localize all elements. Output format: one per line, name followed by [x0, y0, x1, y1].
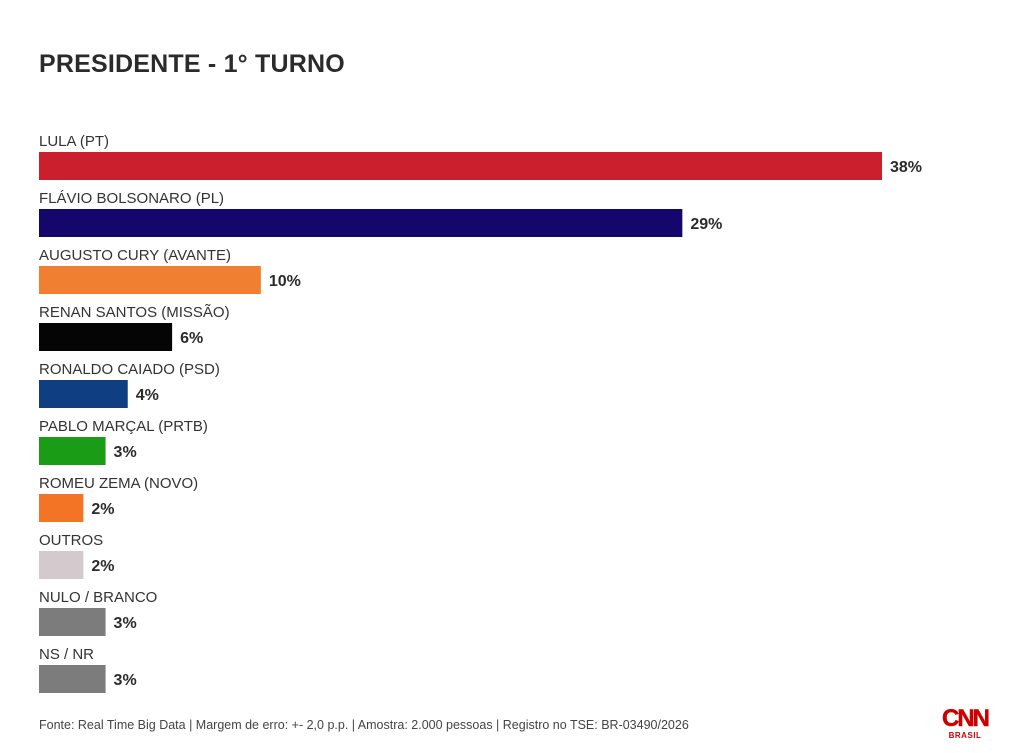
logo-mark: CNN	[942, 705, 991, 732]
bar-pablo-marcal-prtb	[39, 437, 106, 465]
category-label-pablo-marcal-prtb: PABLO MARÇAL (PRTB)	[39, 418, 208, 435]
bar-lula-pt	[39, 152, 882, 180]
bar-romeu-zema-novo	[39, 494, 84, 522]
bar-renan-santos-missao	[39, 323, 173, 351]
category-label-flavio-bolsonaro-pl: FLÁVIO BOLSONARO (PL)	[39, 190, 224, 207]
value-label-pablo-marcal-prtb: 3%	[114, 444, 137, 461]
category-label-nulo-branco: NULO / BRANCO	[39, 589, 157, 606]
value-label-renan-santos-missao: 6%	[180, 330, 203, 347]
logo-subtitle: BRASIL	[948, 731, 982, 740]
category-label-lula-pt: LULA (PT)	[39, 133, 109, 150]
value-label-flavio-bolsonaro-pl: 29%	[690, 216, 722, 233]
category-label-romeu-zema-novo: ROMEU ZEMA (NOVO)	[39, 475, 198, 492]
source-footer: Fonte: Real Time Big Data | Margem de er…	[39, 718, 689, 732]
chart-title: PRESIDENTE - 1° TURNO	[39, 50, 345, 78]
value-label-romeu-zema-novo: 2%	[91, 501, 114, 518]
bar-outros	[39, 551, 84, 579]
category-label-ns-nr: NS / NR	[39, 646, 94, 663]
value-label-augusto-cury-avante: 10%	[269, 273, 301, 290]
value-label-ns-nr: 3%	[114, 672, 137, 689]
bar-nulo-branco	[39, 608, 106, 636]
category-label-augusto-cury-avante: AUGUSTO CURY (AVANTE)	[39, 247, 231, 264]
value-label-ronaldo-caiado-psd: 4%	[136, 387, 159, 404]
bar-flavio-bolsonaro-pl	[39, 209, 683, 237]
bar-ns-nr	[39, 665, 106, 693]
bar-ronaldo-caiado-psd	[39, 380, 128, 408]
value-label-lula-pt: 38%	[890, 159, 922, 176]
cnn-brasil-logo: CNN BRASIL	[941, 705, 991, 743]
bar-augusto-cury-avante	[39, 266, 261, 294]
bar-chart: LULA (PT) 38% FLÁVIO BOLSONARO (PL) 29% AUGU…	[39, 133, 922, 693]
category-label-renan-santos-missao: RENAN SANTOS (MISSÃO)	[39, 304, 230, 321]
value-label-nulo-branco: 3%	[114, 615, 137, 632]
category-label-outros: OUTROS	[39, 532, 103, 549]
category-label-ronaldo-caiado-psd: RONALDO CAIADO (PSD)	[39, 361, 220, 378]
value-label-outros: 2%	[91, 558, 114, 575]
